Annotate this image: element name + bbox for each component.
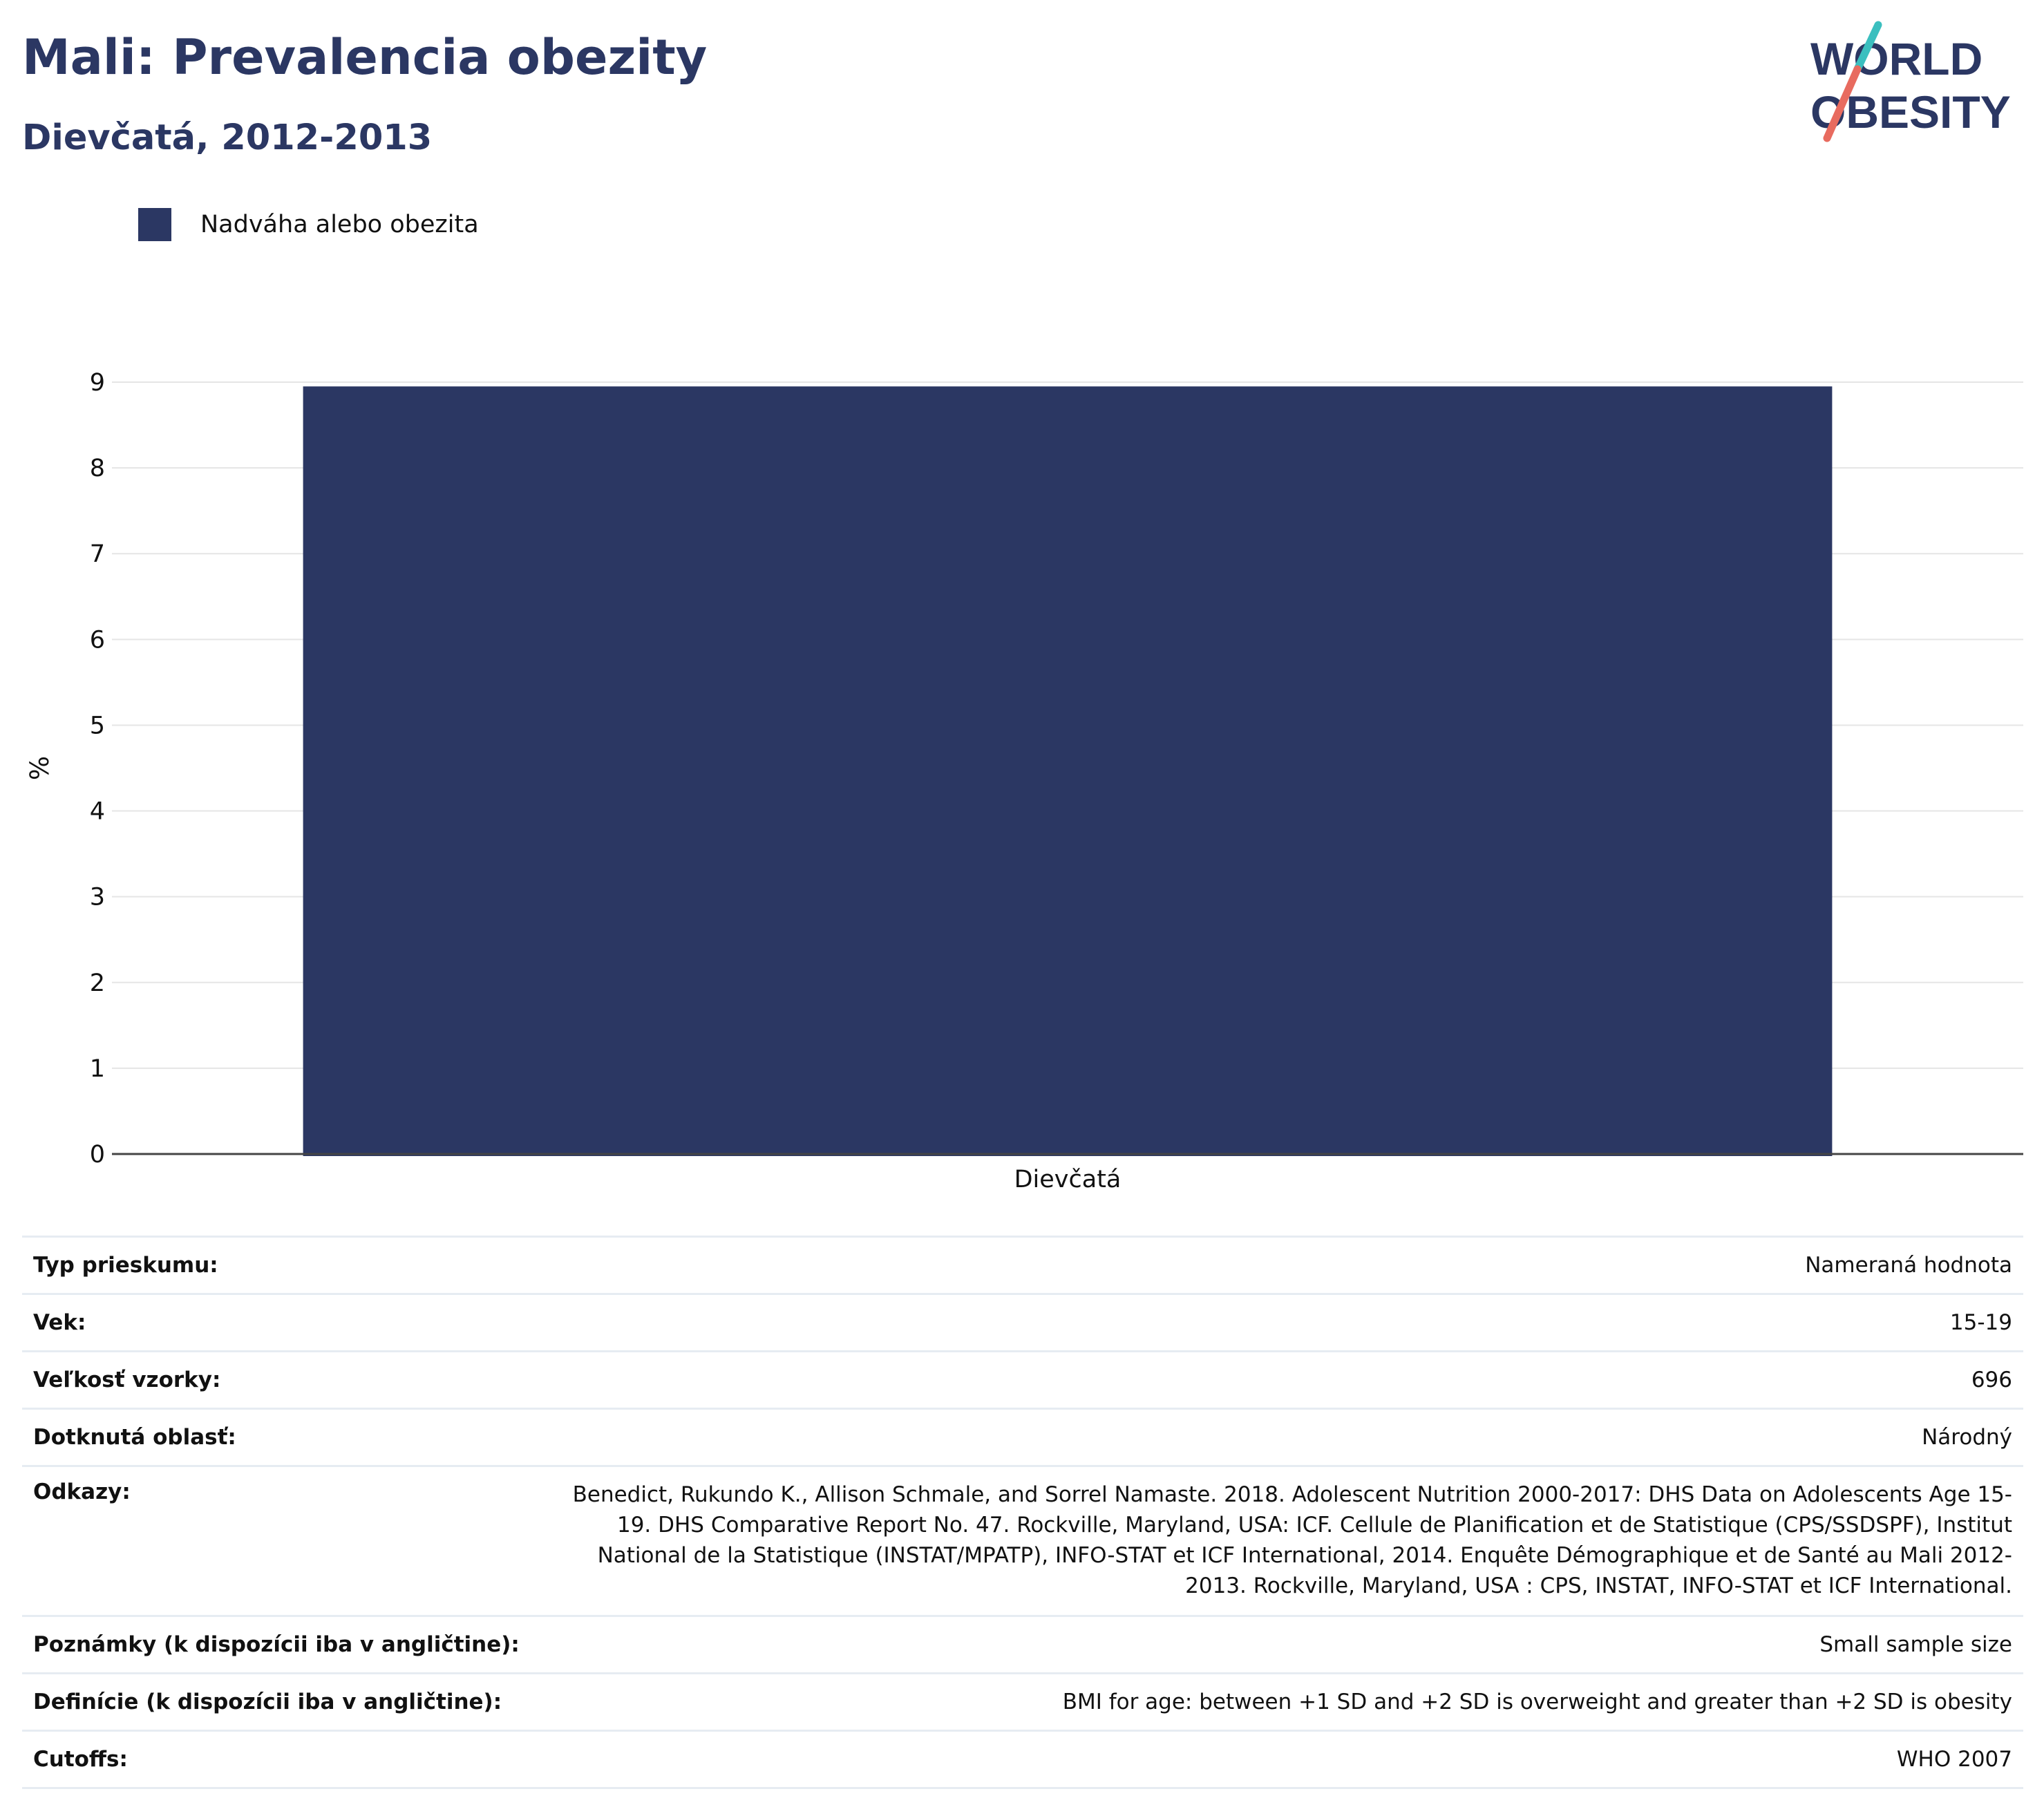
info-key: Odkazy: bbox=[22, 1465, 531, 1616]
info-key: Typ prieskumu: bbox=[22, 1236, 531, 1294]
chart-legend: Nadváha alebo obezita bbox=[138, 207, 479, 242]
y-tick-label: 9 bbox=[90, 369, 105, 397]
y-tick-label: 8 bbox=[90, 455, 105, 482]
world-obesity-logo: WORLD OBESITY bbox=[1810, 21, 2011, 142]
page-subtitle: Dievčatá, 2012-2013 bbox=[22, 117, 433, 158]
info-row: Odkazy: Benedict, Rukundo K., Allison Sch… bbox=[22, 1465, 2023, 1616]
legend-label: Nadváha alebo obezita bbox=[200, 211, 479, 238]
info-key: Poznámky (k dispozícii iba v angličtine)… bbox=[22, 1615, 531, 1674]
info-value: 15-19 bbox=[530, 1293, 2023, 1352]
x-tick-label: Dievčatá bbox=[1014, 1166, 1122, 1193]
legend-swatch bbox=[138, 208, 171, 241]
bar bbox=[303, 386, 1833, 1156]
y-tick-label: 1 bbox=[90, 1055, 105, 1083]
bar-chart: 0 1 2 3 4 5 6 7 8 9 Dievčatá% bbox=[25, 369, 2023, 1193]
y-tick-label: 3 bbox=[90, 884, 105, 911]
info-row: Veľkosť vzorky: 696 bbox=[22, 1350, 2023, 1409]
info-row: Cutoffs: WHO 2007 bbox=[22, 1730, 2023, 1789]
y-tick-label: 2 bbox=[90, 970, 105, 997]
info-value: Nameraná hodnota bbox=[530, 1236, 2023, 1294]
y-tick-label: 7 bbox=[90, 540, 105, 568]
survey-info-table: Typ prieskumu: Nameraná hodnota Vek: 15-19 V… bbox=[22, 1236, 2023, 1789]
y-tick-label: 0 bbox=[90, 1141, 105, 1169]
info-key: Veľkosť vzorky: bbox=[22, 1350, 531, 1409]
info-value: Benedict, Rukundo K., Allison Schmale, a… bbox=[530, 1465, 2023, 1616]
info-key: Vek: bbox=[22, 1293, 531, 1352]
info-value: 696 bbox=[530, 1350, 2023, 1409]
info-row: Poznámky (k dispozícii iba v angličtine)… bbox=[22, 1615, 2023, 1674]
y-axis-label: % bbox=[25, 756, 55, 780]
info-row: Definície (k dispozícii iba v angličtine… bbox=[22, 1672, 2023, 1731]
info-row: Typ prieskumu: Nameraná hodnota bbox=[22, 1236, 2023, 1294]
info-key: Dotknutá oblasť: bbox=[22, 1408, 531, 1466]
svg-text:WORLD: WORLD bbox=[1810, 33, 1983, 84]
y-tick-label: 4 bbox=[90, 798, 105, 826]
page-title: Mali: Prevalencia obezity bbox=[22, 29, 708, 86]
info-row: Vek: 15-19 bbox=[22, 1293, 2023, 1352]
info-value: BMI for age: between +1 SD and +2 SD is … bbox=[530, 1672, 2023, 1731]
info-key: Cutoffs: bbox=[22, 1730, 531, 1789]
info-key: Definície (k dispozícii iba v angličtine… bbox=[22, 1672, 531, 1731]
info-row: Dotknutá oblasť: Národný bbox=[22, 1408, 2023, 1466]
info-value: WHO 2007 bbox=[530, 1730, 2023, 1789]
info-value: Small sample size bbox=[530, 1615, 2023, 1674]
y-tick-label: 5 bbox=[90, 712, 105, 739]
info-value: Národný bbox=[530, 1408, 2023, 1466]
y-tick-label: 6 bbox=[90, 626, 105, 654]
